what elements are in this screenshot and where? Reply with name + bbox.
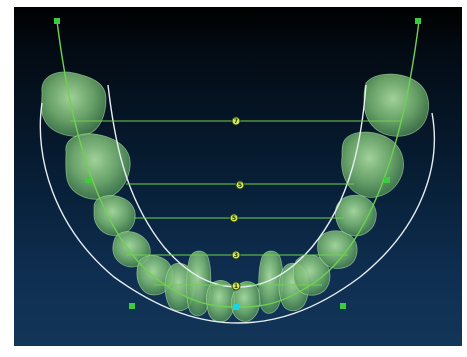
dental-arch-scene: 7 5 5 3 1: [39, 18, 435, 324]
right-top-handle[interactable]: [415, 18, 421, 24]
tooth-right-molar-2[interactable]: [363, 73, 429, 137]
tooth-right-premolar-2[interactable]: [334, 194, 377, 237]
incisor-width-label: 1: [234, 283, 238, 290]
control-handles: [54, 18, 421, 310]
canine-width-marker[interactable]: 3: [231, 250, 241, 260]
left-bottom-handle[interactable]: [129, 303, 135, 309]
premolar-1-width-marker[interactable]: 5: [229, 213, 239, 223]
premolar-2-width-marker[interactable]: 5: [235, 180, 245, 190]
molar-width-marker[interactable]: 7: [231, 116, 241, 126]
tooth-left-premolar-2[interactable]: [93, 195, 136, 236]
tooth-right-molar-1[interactable]: [341, 131, 404, 198]
left-top-handle[interactable]: [54, 18, 60, 24]
incisor-width-marker[interactable]: 1: [231, 281, 241, 291]
premolar-2-width-label: 5: [238, 182, 242, 189]
measurement-markers: 7 5 5 3 1: [229, 116, 245, 291]
3d-viewport[interactable]: 7 5 5 3 1: [14, 7, 462, 346]
midline-handle[interactable]: [233, 304, 239, 310]
tooth-right-central-incisor[interactable]: [258, 250, 284, 314]
premolar-1-width-label: 5: [232, 215, 236, 222]
tooth-center-right-incisor[interactable]: [230, 281, 261, 322]
tooth-left-molar-1[interactable]: [65, 133, 131, 200]
canine-width-label: 3: [234, 252, 238, 259]
right-mid-handle[interactable]: [384, 177, 390, 183]
outer-arch-curve: [39, 102, 435, 324]
left-mid-handle[interactable]: [85, 177, 91, 183]
molar-width-label: 7: [234, 118, 238, 125]
tooth-left-molar-2[interactable]: [41, 71, 107, 137]
right-bottom-handle[interactable]: [340, 303, 346, 309]
